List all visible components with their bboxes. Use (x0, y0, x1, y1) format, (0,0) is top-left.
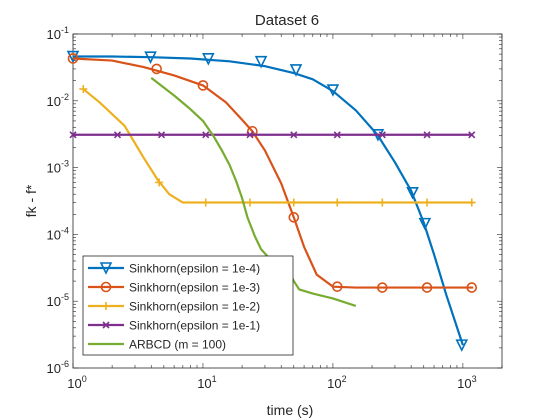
data-point (157, 131, 166, 139)
legend-entry: Sinkhorn(epsilon = 1e-4) (88, 262, 260, 276)
series-3 (79, 85, 476, 207)
data-point-stroke (202, 131, 210, 139)
data-point (466, 282, 478, 293)
data-point-stroke (157, 131, 166, 139)
x-tick-label: 102 (327, 374, 346, 391)
y-tick-label: 10-4 (47, 225, 69, 242)
data-point (246, 131, 254, 139)
series-line (150, 77, 357, 307)
data-point-stroke (423, 131, 431, 139)
data-point (468, 131, 476, 139)
data-point (245, 198, 254, 207)
legend-label: Sinkhorn(epsilon = 1e-3) (129, 281, 260, 295)
data-point (378, 131, 386, 139)
y-tick-label: 10-1 (47, 25, 69, 42)
data-point-stroke (113, 131, 122, 139)
data-point (202, 53, 215, 66)
series-4 (69, 131, 476, 139)
data-point (333, 198, 342, 207)
data-point (202, 131, 210, 139)
data-point (467, 198, 476, 207)
data-point (67, 53, 79, 64)
data-point-stroke (378, 131, 386, 139)
data-point (455, 339, 469, 352)
series-2 (67, 53, 478, 293)
data-point (326, 84, 340, 97)
series-line (82, 88, 474, 204)
data-point (423, 131, 431, 139)
data-point-stroke (468, 131, 476, 139)
data-point (331, 281, 343, 292)
data-point (289, 198, 298, 207)
legend-marker (100, 281, 112, 293)
data-point-stroke (333, 131, 341, 139)
legend-entry: Sinkhorn(epsilon = 1e-3) (88, 281, 260, 295)
legend-label: ARBCD (m = 100) (129, 338, 226, 352)
data-point (151, 63, 162, 75)
x-tick-label: 100 (67, 374, 86, 391)
legend-marker-stroke (102, 321, 110, 329)
data-point (289, 64, 303, 77)
data-point (418, 217, 432, 231)
legend-label: Sinkhorn(epsilon = 1e-1) (129, 319, 260, 333)
series-line (73, 55, 464, 346)
data-point (378, 198, 387, 207)
data-point (421, 282, 433, 293)
y-axis-label: fk - f* (23, 184, 39, 217)
legend-entry: Sinkhorn(epsilon = 1e-1) (88, 319, 260, 333)
y-tick-label: 10-3 (47, 159, 69, 176)
legend-label: Sinkhorn(epsilon = 1e-4) (129, 262, 260, 276)
data-point (79, 85, 88, 94)
series-1 (66, 50, 469, 352)
data-point (377, 282, 388, 293)
x-tick-label: 101 (197, 374, 216, 391)
x-tick-label: 103 (457, 374, 476, 391)
series-5 (150, 77, 357, 307)
legend-marker (102, 321, 110, 329)
legend-marker (102, 302, 110, 310)
series-layer (66, 50, 478, 352)
axis-tick-labels: 100 101 102 103 10-6 10-5 10-4 10-3 10-2 10-1 (47, 25, 477, 391)
data-point-stroke (246, 131, 254, 139)
legend-entry: ARBCD (m = 100) (88, 338, 226, 352)
legend: Sinkhorn(epsilon = 1e-4) Sinkhorn(epsilon… (82, 255, 294, 356)
x-axis-label: time (s) (267, 402, 314, 418)
data-point (69, 131, 77, 139)
series-line (72, 57, 474, 289)
y-tick-label: 10-2 (47, 92, 69, 109)
data-point (288, 212, 300, 223)
data-point-stroke (69, 131, 77, 139)
data-point (113, 131, 122, 139)
data-point (66, 50, 80, 64)
data-point (406, 186, 419, 200)
legend-label: Sinkhorn(epsilon = 1e-2) (129, 300, 260, 314)
data-point (333, 131, 341, 139)
data-point (201, 198, 210, 207)
data-point (155, 178, 164, 187)
y-tick-label: 10-5 (47, 292, 69, 309)
legend-marker (99, 262, 113, 275)
data-point (144, 51, 157, 64)
data-point (290, 131, 298, 139)
data-point (423, 198, 432, 207)
data-point (197, 80, 209, 91)
data-point-stroke (290, 131, 298, 139)
chart-title: Dataset 6 (255, 12, 319, 29)
y-tick-label: 10-6 (47, 359, 69, 376)
axis-ticks (72, 33, 503, 369)
data-point (254, 55, 268, 69)
legend-entry: Sinkhorn(epsilon = 1e-2) (88, 300, 260, 314)
